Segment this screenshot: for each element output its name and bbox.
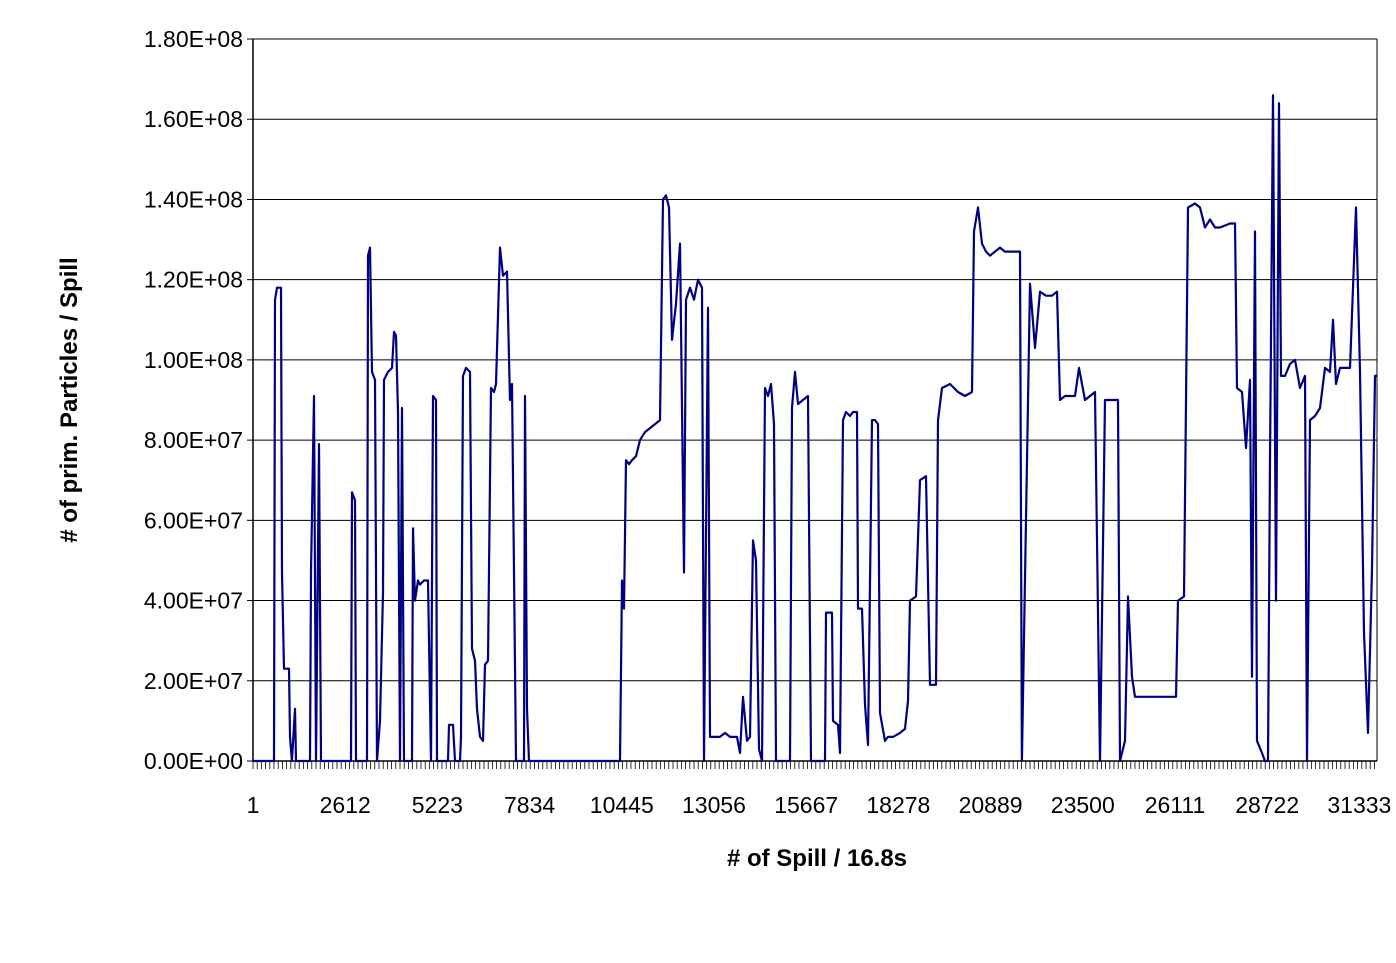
y-tick-label: 2.00E+07 [144, 668, 243, 694]
y-tick-label: 4.00E+07 [144, 588, 243, 614]
gridlines [253, 38, 1377, 682]
x-axis-minor-ticks [252, 761, 1375, 769]
x-tick-label: 28722 [1235, 792, 1299, 818]
y-axis-ticks: 0.00E+00 2.00E+07 4.00E+07 6.00E+07 8.00E+07… [144, 26, 253, 774]
x-axis-label: # of Spill / 16.8s [727, 845, 907, 872]
series-line [253, 94, 1377, 763]
x-tick-label: 23500 [1051, 792, 1115, 818]
y-tick-label: 1.40E+08 [144, 186, 243, 212]
x-tick-label: 20889 [959, 792, 1023, 818]
x-tick-label: 13056 [682, 792, 746, 818]
x-tick-label: 7834 [504, 792, 555, 818]
y-tick-label: 1.00E+08 [144, 347, 243, 373]
x-axis-ticks: 1 2612 5223 7834 10445 13056 15667 18278 20889 23… [247, 792, 1392, 818]
y-tick-label: 0.00E+00 [144, 748, 243, 774]
x-tick-label: 31333 [1327, 792, 1391, 818]
y-tick-label: 1.60E+08 [144, 106, 243, 132]
y-tick-label: 1.20E+08 [144, 267, 243, 293]
x-tick-label: 18278 [866, 792, 930, 818]
y-tick-label: 8.00E+07 [144, 427, 243, 453]
y-tick-label: 1.80E+08 [144, 26, 243, 52]
x-tick-label: 26111 [1145, 792, 1206, 818]
y-tick-label: 6.00E+07 [144, 507, 243, 533]
x-tick-label: 10445 [590, 792, 654, 818]
x-tick-label: 5223 [412, 792, 463, 818]
x-tick-label: 2612 [320, 792, 371, 818]
x-tick-label: 15667 [774, 792, 838, 818]
y-axis-label: # of prim. Particles / Spill [56, 257, 83, 542]
x-tick-label: 1 [247, 792, 260, 818]
